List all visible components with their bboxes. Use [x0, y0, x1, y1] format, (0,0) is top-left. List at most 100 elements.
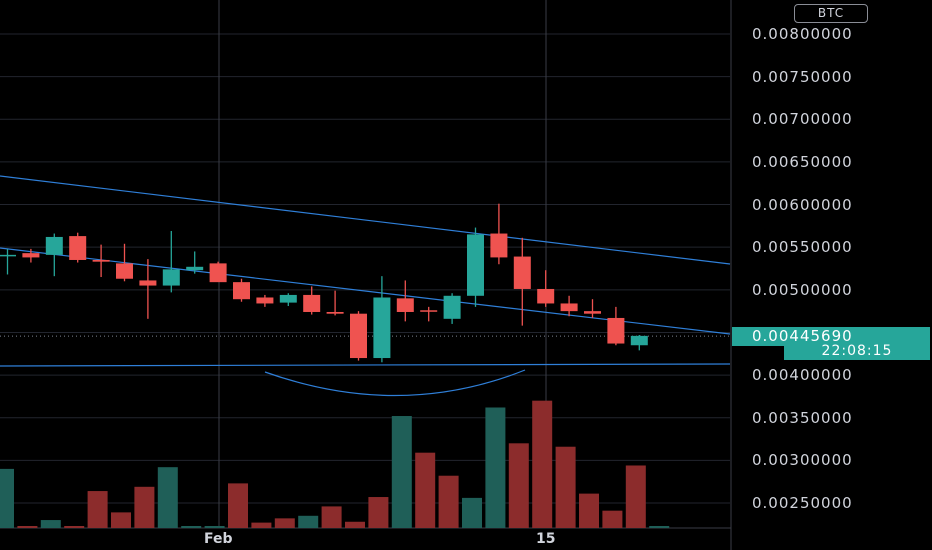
- candle-body: [584, 311, 601, 314]
- candle-body: [22, 253, 40, 258]
- price-tick-label: 0.00350000: [752, 408, 853, 427]
- price-tick-label: 0.00500000: [752, 280, 853, 299]
- candle-body: [490, 233, 508, 258]
- candle: [630, 335, 648, 351]
- candle: [490, 203, 508, 265]
- candle-body: [326, 311, 344, 314]
- candle: [584, 299, 601, 318]
- candle-body: [607, 317, 625, 344]
- price-tick-label: 0.00300000: [752, 451, 853, 470]
- trendlines: [0, 175, 731, 397]
- volume-bar: [438, 475, 459, 528]
- currency-badge[interactable]: BTC: [794, 4, 868, 23]
- candle: [116, 243, 133, 282]
- candle-body: [537, 288, 555, 304]
- price-tick-label: 0.00550000: [752, 238, 853, 257]
- volume-bar: [415, 452, 436, 528]
- volume-bar: [40, 520, 61, 528]
- candle-body: [420, 310, 438, 312]
- candle-body: [630, 335, 648, 346]
- volume-bar: [532, 400, 553, 528]
- candle: [279, 293, 297, 307]
- countdown-badge: 22:08:15: [784, 343, 930, 360]
- candle: [537, 270, 555, 307]
- candles: [0, 203, 648, 363]
- price-tick-label: 0.00750000: [752, 67, 853, 86]
- volume-bar: [181, 526, 202, 528]
- price-tick-label: 0.00600000: [752, 195, 853, 214]
- candle: [233, 278, 250, 302]
- candle: [513, 237, 531, 326]
- candle: [162, 230, 180, 293]
- candle-body: [116, 263, 133, 279]
- candle: [22, 248, 40, 263]
- candle: [69, 232, 87, 263]
- time-tick-label: Feb: [204, 531, 233, 547]
- volume-bar: [345, 521, 365, 528]
- candle-body: [443, 295, 461, 319]
- candle-body: [560, 303, 578, 312]
- volume-bar: [274, 518, 295, 528]
- candle: [443, 293, 461, 324]
- volume-bar: [508, 443, 529, 528]
- candle-body: [350, 313, 367, 359]
- volume-bar: [579, 493, 599, 528]
- price-tick-label: 0.00800000: [752, 25, 853, 43]
- volume-bar: [64, 526, 85, 528]
- volume-bar: [649, 526, 670, 528]
- candle: [92, 244, 110, 278]
- candle-body: [233, 282, 250, 300]
- candle: [45, 233, 63, 277]
- candle-body: [256, 297, 274, 304]
- volume-bar: [228, 483, 248, 528]
- volume-bar: [298, 515, 319, 528]
- volume-bars: [0, 400, 670, 528]
- volume-bar: [462, 497, 482, 528]
- volume-bar: [368, 497, 389, 528]
- grid: [0, 0, 732, 550]
- candle: [209, 261, 227, 283]
- price-tick-label: 0.00650000: [752, 152, 853, 171]
- candle-body: [303, 294, 321, 312]
- last-price-badge: 0.00445690: [732, 327, 930, 346]
- volume-bar: [391, 416, 412, 528]
- candle: [607, 306, 625, 346]
- volume-bar: [87, 491, 108, 528]
- candle-body: [69, 236, 87, 260]
- volume-bar: [204, 526, 225, 528]
- candle-body: [0, 254, 16, 257]
- candle: [396, 280, 414, 322]
- candle: [467, 227, 484, 307]
- candle: [303, 286, 321, 315]
- candle: [139, 259, 157, 319]
- time-tick-label: 15: [536, 531, 556, 547]
- support-line: [0, 363, 731, 367]
- volume-bar: [134, 486, 155, 528]
- volume-bar: [0, 468, 14, 528]
- upper-trendline: [0, 175, 731, 265]
- candle-body: [396, 298, 414, 312]
- candle: [186, 251, 204, 274]
- volume-bar: [251, 522, 272, 528]
- volume-bar: [602, 510, 623, 528]
- candle-body: [162, 269, 180, 286]
- volume-bar: [17, 526, 38, 528]
- candle: [350, 311, 367, 361]
- candle-body: [279, 294, 297, 303]
- candle: [373, 276, 391, 363]
- volume-bar: [625, 465, 646, 528]
- candle-body: [186, 266, 204, 271]
- candle: [256, 294, 274, 307]
- candle: [326, 290, 344, 316]
- candle-body: [139, 280, 157, 286]
- price-tick-label: 0.00250000: [752, 494, 853, 512]
- candle-body: [45, 236, 63, 255]
- candle-body: [373, 297, 391, 359]
- candle-body: [467, 234, 484, 296]
- price-tick-label: 0.00400000: [752, 366, 853, 385]
- candle-body: [513, 256, 531, 289]
- volume-bar: [111, 512, 131, 528]
- volume-bar: [555, 446, 576, 528]
- candle-body: [92, 259, 110, 262]
